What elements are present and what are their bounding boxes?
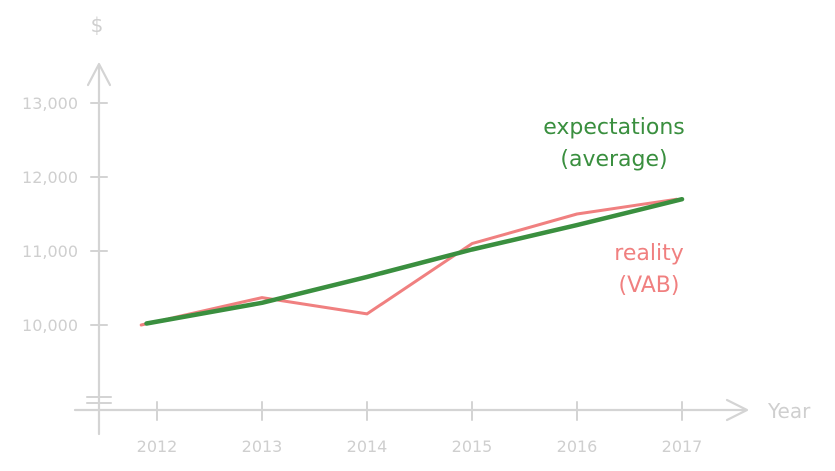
x-axis-arrowhead [725, 398, 749, 422]
x-tick-label: 2015 [452, 437, 493, 456]
series-label-reality: reality (VAB) [614, 241, 683, 298]
x-tick-label: 2017 [662, 437, 703, 456]
y-axis: 10,000 11,000 12,000 13,000 $ [22, 13, 112, 436]
y-axis-title: $ [91, 13, 104, 37]
x-axis: 2012 2013 2014 2015 2016 2017 Year [73, 398, 811, 456]
y-tick-label: 10,000 [22, 316, 78, 335]
expectations-series-line [144, 196, 685, 326]
x-axis-title: Year [767, 399, 811, 423]
x-tick-label: 2016 [557, 437, 598, 456]
y-tick-label: 11,000 [22, 242, 78, 261]
x-tick-label: 2013 [242, 437, 283, 456]
series-label-line: (VAB) [619, 273, 680, 298]
series-layer [139, 196, 685, 327]
y-axis-arrowhead [86, 62, 112, 87]
series-label-expectations: expectations (average) [543, 115, 684, 172]
series-label-line: reality [614, 241, 683, 266]
y-tick-label: 13,000 [22, 94, 78, 113]
x-tick-label: 2014 [347, 437, 388, 456]
series-label-line: expectations [543, 115, 684, 140]
y-tick-label: 12,000 [22, 168, 78, 187]
series-label-line: (average) [560, 147, 667, 172]
x-tick-label: 2012 [137, 437, 178, 456]
reality-series-line [139, 197, 679, 327]
